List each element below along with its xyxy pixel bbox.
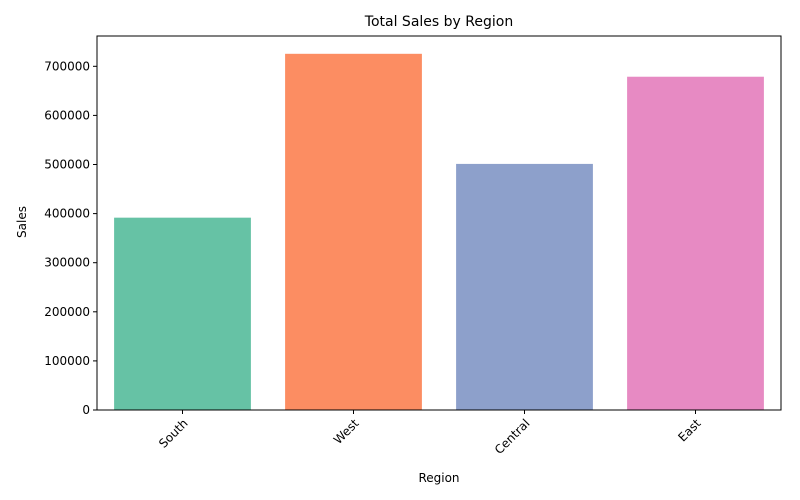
y-tick-label: 400000 bbox=[44, 207, 90, 221]
y-tick-label: 300000 bbox=[44, 256, 90, 270]
plot-area: 0 100000 200000 300000 400000 500000 600000 700… bbox=[44, 35, 782, 457]
x-tick-label: West bbox=[331, 416, 362, 447]
y-tick-label: 700000 bbox=[44, 59, 90, 73]
y-tick-label: 100000 bbox=[44, 354, 90, 368]
chart-title: Total Sales by Region bbox=[364, 14, 513, 30]
y-tick-label: 0 bbox=[82, 403, 90, 417]
y-axis-label: Sales bbox=[15, 206, 29, 238]
y-tick-label: 200000 bbox=[44, 305, 90, 319]
x-tick-label: East bbox=[675, 416, 703, 444]
y-tick-label: 500000 bbox=[44, 158, 90, 172]
y-tick-label: 600000 bbox=[44, 108, 90, 122]
x-tick-label: Central bbox=[492, 416, 533, 457]
bar-east bbox=[627, 76, 764, 411]
axes-frame bbox=[96, 35, 782, 411]
x-axis-label: Region bbox=[418, 471, 459, 485]
bar-south bbox=[114, 217, 251, 410]
bar-west bbox=[285, 53, 422, 410]
x-tick-label: South bbox=[156, 416, 191, 451]
bar-central bbox=[456, 163, 593, 410]
